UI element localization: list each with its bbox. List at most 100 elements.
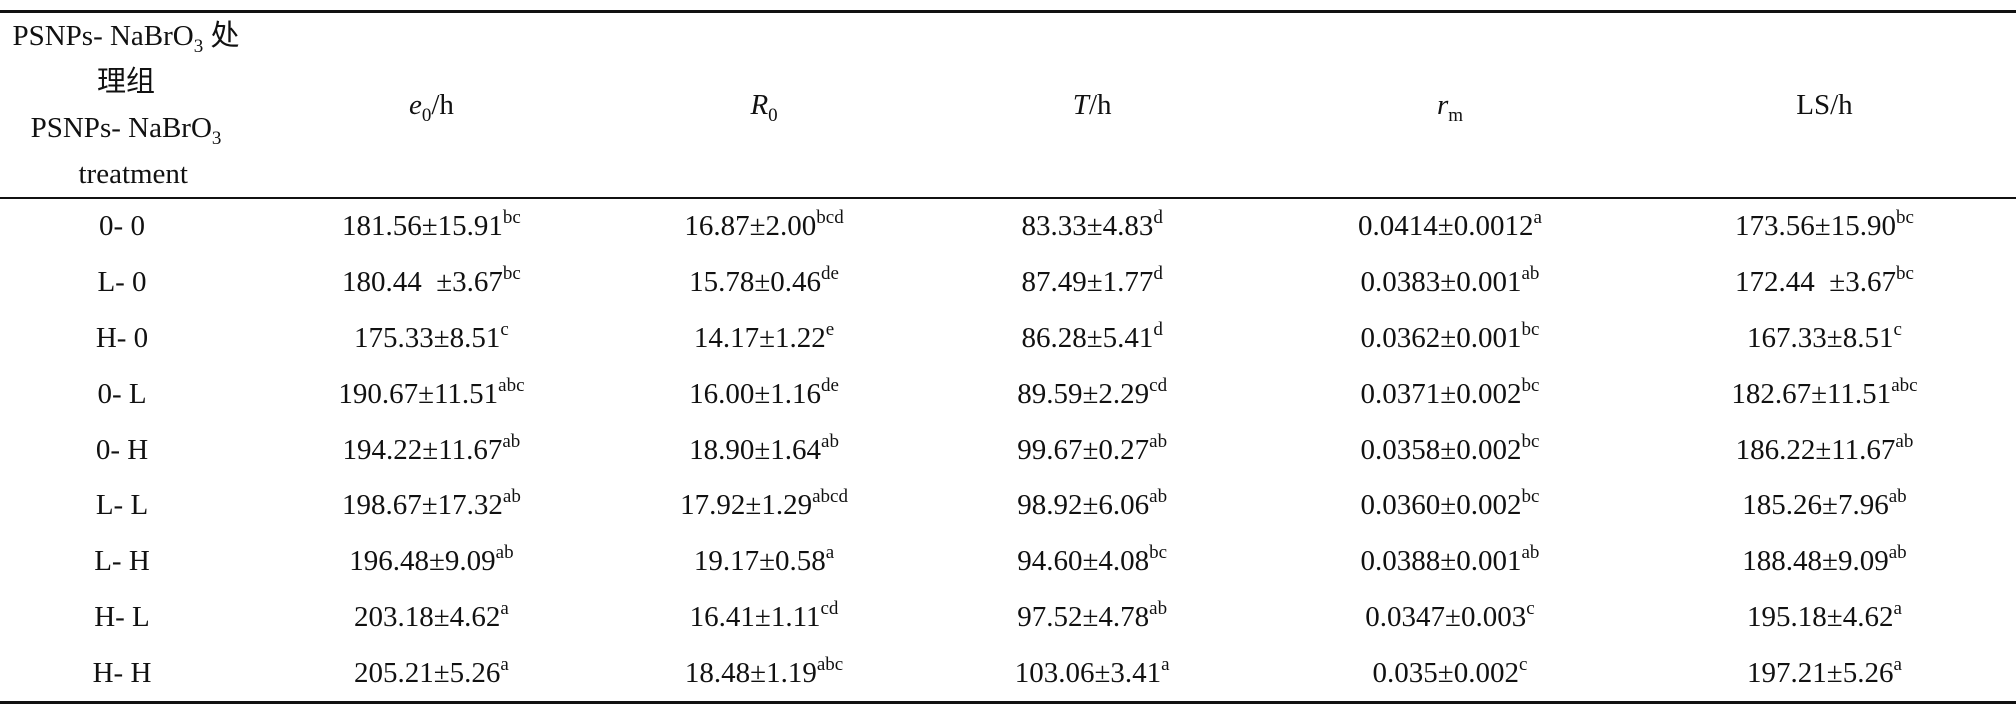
- cell-significance: ab: [821, 430, 839, 452]
- table-row: 0- L 190.67±11.51abc 16.00±1.16de 89.59±…: [0, 366, 2016, 422]
- cell-t: 99.67±0.27ab: [917, 422, 1267, 478]
- cell-ls: 167.33±8.51c: [1633, 311, 2016, 367]
- cell-significance: de: [821, 263, 839, 285]
- cell-value: 18.48±1.19: [684, 656, 817, 689]
- cell-significance: abc: [498, 374, 525, 396]
- cell-t: 94.60±4.08bc: [917, 534, 1267, 590]
- cell-value: 19.17±0.58: [693, 545, 826, 578]
- cell-value: 186.22±11.67: [1735, 433, 1896, 466]
- cell-significance: bc: [1521, 430, 1540, 452]
- cell-t: 97.52±4.78ab: [917, 590, 1267, 646]
- cell-r0: 16.00±1.16de: [611, 366, 917, 422]
- cell-value: 182.67±11.51: [1731, 377, 1892, 410]
- cell-rm: 0.035±0.002c: [1267, 645, 1633, 702]
- cell-significance: c: [1518, 653, 1528, 675]
- cell-t: 103.06±3.41a: [917, 645, 1267, 702]
- cell-significance: d: [1153, 263, 1163, 285]
- cell-ls: 182.67±11.51abc: [1633, 366, 2016, 422]
- cell-value: 99.67±0.27: [1017, 433, 1150, 466]
- cell-significance: ab: [1521, 263, 1540, 285]
- cell-value: 0.0371±0.002: [1360, 377, 1522, 410]
- header-e0-symbol: e: [408, 88, 422, 121]
- cell-rm: 0.0371±0.002bc: [1267, 366, 1633, 422]
- cell-significance: ab: [502, 486, 521, 508]
- header-rm-sub: m: [1448, 104, 1464, 126]
- cell-e0: 194.22±11.67ab: [252, 422, 611, 478]
- cell-r0: 14.17±1.22e: [611, 311, 917, 367]
- cell-t: 98.92±6.06ab: [917, 478, 1267, 534]
- cell-significance: abc: [816, 653, 844, 675]
- cell-significance: a: [500, 653, 509, 675]
- cell-value: 190.67±11.51: [338, 377, 499, 410]
- cell-e0: 181.56±15.91bc: [252, 198, 611, 255]
- cell-value: 14.17±1.22: [693, 321, 826, 354]
- cell-value: 0.0388±0.001: [1360, 545, 1522, 578]
- cell-value: 173.56±15.90: [1735, 210, 1896, 243]
- cell-r0: 17.92±1.29abcd: [611, 478, 917, 534]
- cell-significance: ab: [502, 430, 521, 452]
- cell-e0: 180.44 ±3.67bc: [252, 255, 611, 311]
- cell-value: 205.21±5.26: [353, 656, 501, 689]
- table-header: PSNPs- NaBrO3 处理组 PSNPs- NaBrO3 treatmen…: [0, 11, 2016, 199]
- cell-significance: bc: [502, 207, 521, 229]
- cell-significance: cd: [1149, 374, 1168, 396]
- cell-group: H- H: [92, 656, 152, 689]
- cell-group: L- H: [94, 545, 150, 578]
- header-t: T/h: [917, 12, 1267, 199]
- cell-significance: de: [821, 374, 839, 396]
- table-row: L- H 196.48±9.09ab 19.17±0.58a 94.60±4.0…: [0, 534, 2016, 590]
- cell-value: 17.92±1.29: [680, 489, 813, 522]
- cell-rm: 0.0360±0.002bc: [1267, 478, 1633, 534]
- cell-t: 83.33±4.83d: [917, 198, 1267, 255]
- cell-value: 197.21±5.26: [1747, 656, 1894, 689]
- header-group-line1-suffix: 处理组: [96, 20, 240, 98]
- header-row: PSNPs- NaBrO3 处理组 PSNPs- NaBrO3 treatmen…: [0, 11, 2016, 199]
- cell-value: 181.56±15.91: [341, 210, 503, 243]
- cell-value: 175.33±8.51: [353, 321, 501, 354]
- cell-significance: bc: [1521, 374, 1540, 396]
- cell-r0: 19.17±0.58a: [611, 534, 917, 590]
- cell-e0: 175.33±8.51c: [252, 311, 611, 367]
- header-r0-sub: 0: [768, 104, 778, 126]
- header-group-line-chinese: PSNPs- NaBrO3 处理组: [0, 13, 252, 105]
- cell-significance: ab: [1521, 542, 1540, 564]
- cell-e0: 203.18±4.62a: [252, 590, 611, 646]
- cell-e0: 196.48±9.09ab: [252, 534, 611, 590]
- cell-significance: e: [825, 318, 835, 340]
- cell-value: 188.48±9.09: [1742, 545, 1889, 578]
- cell-significance: d: [1153, 318, 1163, 340]
- cell-t: 89.59±2.29cd: [917, 366, 1267, 422]
- cell-significance: bc: [1149, 542, 1168, 564]
- cell-e0: 205.21±5.26a: [252, 645, 611, 702]
- cell-value: 87.49±1.77: [1021, 266, 1154, 299]
- cell-value: 15.78±0.46: [689, 266, 822, 299]
- header-rm-symbol: r: [1436, 88, 1449, 121]
- cell-r0: 18.48±1.19abc: [611, 645, 917, 702]
- cell-value: 185.26±7.96: [1742, 489, 1889, 522]
- cell-group: 0- H: [95, 433, 149, 466]
- cell-r0: 16.87±2.00bcd: [611, 198, 917, 255]
- cell-value: 16.41±1.11: [689, 600, 821, 633]
- cell-value: 0.0358±0.002: [1360, 433, 1522, 466]
- cell-value: 86.28±5.41: [1021, 321, 1154, 354]
- cell-rm: 0.0383±0.001ab: [1267, 255, 1633, 311]
- cell-value: 194.22±11.67: [342, 433, 503, 466]
- cell-r0: 15.78±0.46de: [611, 255, 917, 311]
- header-group-line1-prefix: PSNPs- NaBrO: [12, 20, 194, 52]
- cell-e0: 190.67±11.51abc: [252, 366, 611, 422]
- cell-significance: bc: [1895, 207, 1914, 229]
- cell-t: 87.49±1.77d: [917, 255, 1267, 311]
- cell-significance: d: [1153, 207, 1163, 229]
- cell-value: 89.59±2.29: [1017, 377, 1150, 410]
- header-e0-sub: 0: [421, 104, 432, 126]
- cell-significance: c: [1526, 597, 1535, 619]
- cell-ls: 185.26±7.96ab: [1633, 478, 2016, 534]
- header-r0-symbol: R: [750, 88, 769, 121]
- header-treatment-group: PSNPs- NaBrO3 处理组 PSNPs- NaBrO3 treatmen…: [0, 12, 252, 199]
- cell-group: L- L: [95, 489, 149, 522]
- table-body: 0- 0 181.56±15.91bc 16.87±2.00bcd 83.33±…: [0, 198, 2016, 703]
- cell-value: 103.06±3.41: [1014, 656, 1162, 689]
- header-group-line1-sub: 3: [193, 36, 204, 57]
- cell-value: 94.60±4.08: [1017, 545, 1150, 578]
- table-row: 0- 0 181.56±15.91bc 16.87±2.00bcd 83.33±…: [0, 198, 2016, 255]
